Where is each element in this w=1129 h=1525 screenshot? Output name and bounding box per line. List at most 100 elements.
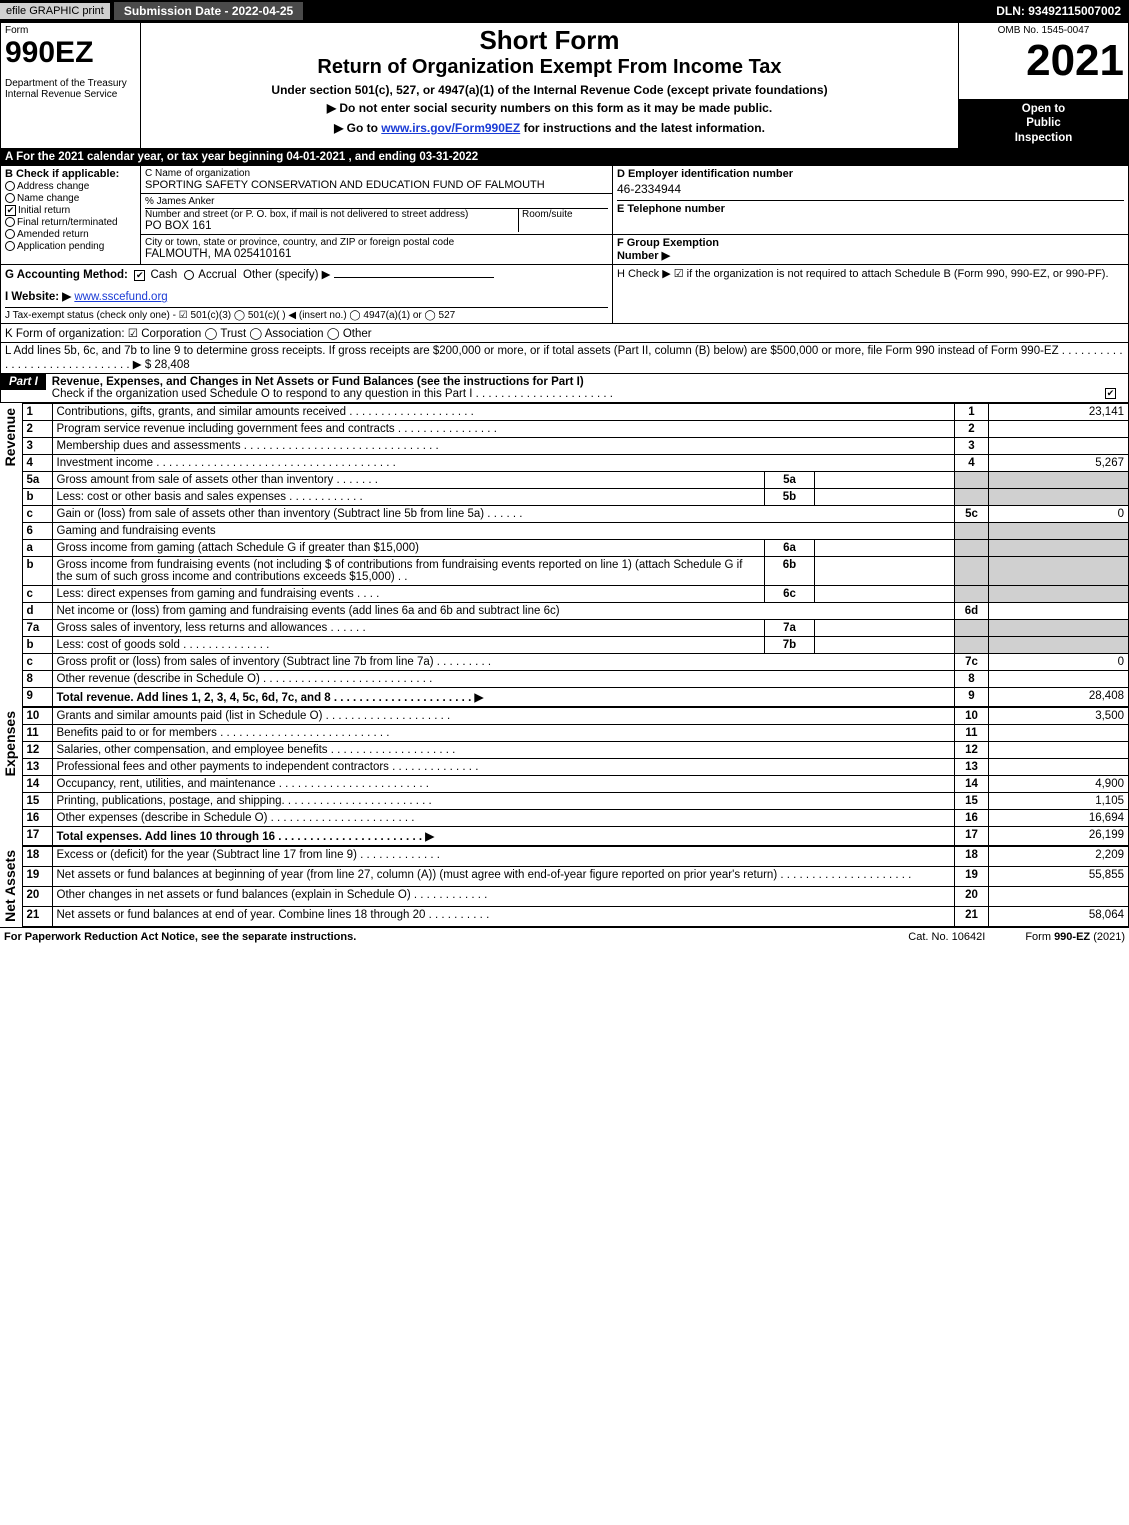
- line-18-ln: 18: [955, 846, 989, 866]
- line-21-amt: 58,064: [989, 906, 1129, 926]
- line-7c-desc: Gross profit or (loss) from sales of inv…: [52, 654, 955, 671]
- line-9-amt: 28,408: [989, 688, 1129, 708]
- line-6a-desc: Gross income from gaming (attach Schedul…: [52, 540, 765, 557]
- line-7c-num: c: [22, 654, 52, 671]
- line-5b-ln-shade: [955, 489, 989, 506]
- return-title: Return of Organization Exempt From Incom…: [145, 56, 954, 79]
- line-8-desc: Other revenue (describe in Schedule O) .…: [52, 671, 955, 688]
- part-i-label: Part I: [1, 374, 46, 390]
- line-6b-num: b: [22, 557, 52, 586]
- line-8-amt: [989, 671, 1129, 688]
- line-5a-sub: 5a: [765, 472, 815, 489]
- line-14-amt: 4,900: [989, 776, 1129, 793]
- top-bar: efile GRAPHIC print Submission Date - 20…: [0, 0, 1129, 22]
- city-label: City or town, state or province, country…: [145, 237, 608, 248]
- line-2-num: 2: [22, 421, 52, 438]
- b-opt-initial[interactable]: Initial return: [5, 204, 136, 216]
- line-5a-ln-shade: [955, 472, 989, 489]
- do-not-enter: ▶ Do not enter social security numbers o…: [145, 101, 954, 115]
- line-9-ln: 9: [955, 688, 989, 708]
- footer-right-bold: 990-EZ: [1054, 931, 1090, 943]
- line-4-num: 4: [22, 455, 52, 472]
- j-line: J Tax-exempt status (check only one) - ☑…: [5, 307, 608, 321]
- g-cash: Cash: [150, 269, 177, 281]
- line-5a-num: 5a: [22, 472, 52, 489]
- line-6d-num: d: [22, 603, 52, 620]
- footer: For Paperwork Reduction Act Notice, see …: [0, 927, 1129, 946]
- submission-date: Submission Date - 2022-04-25: [114, 2, 303, 20]
- line-20-ln: 20: [955, 887, 989, 907]
- line-6b-amt-shade: [989, 557, 1129, 586]
- line-6-ln-shade: [955, 523, 989, 540]
- line-19-amt: 55,855: [989, 867, 1129, 887]
- part-i-checkline: Check if the organization used Schedule …: [52, 388, 613, 400]
- part-i-title: Revenue, Expenses, and Changes in Net As…: [52, 376, 584, 388]
- b-opt-final[interactable]: Final return/terminated: [5, 216, 136, 228]
- dept-label: Department of the Treasury Internal Reve…: [5, 78, 136, 100]
- line-5b-desc: Less: cost or other basis and sales expe…: [52, 489, 765, 506]
- line-12-desc: Salaries, other compensation, and employ…: [52, 742, 955, 759]
- line-3-ln: 3: [955, 438, 989, 455]
- f-label: F Group Exemption Number ▶: [617, 237, 1124, 262]
- line-7b-ln-shade: [955, 637, 989, 654]
- line-1-amt: 23,141: [989, 404, 1129, 421]
- l-line: L Add lines 5b, 6c, and 7b to line 9 to …: [1, 343, 1129, 374]
- line-14-num: 14: [22, 776, 52, 793]
- line-15-amt: 1,105: [989, 793, 1129, 810]
- line-5c-ln: 5c: [955, 506, 989, 523]
- careof: % James Anker: [145, 196, 608, 209]
- line-13-desc: Professional fees and other payments to …: [52, 759, 955, 776]
- line-13-num: 13: [22, 759, 52, 776]
- i-label: I Website: ▶: [5, 291, 71, 303]
- line-7a-subamt: [815, 620, 955, 637]
- line-6b-subamt: [815, 557, 955, 586]
- line-9-desc: Total revenue. Add lines 1, 2, 3, 4, 5c,…: [52, 688, 955, 708]
- line-13-amt: [989, 759, 1129, 776]
- line-7b-amt-shade: [989, 637, 1129, 654]
- part-i-checkbox[interactable]: [1105, 388, 1116, 399]
- g-cash-check[interactable]: [134, 270, 145, 281]
- line-11-amt: [989, 725, 1129, 742]
- part-i-table: Revenue 1 Contributions, gifts, grants, …: [0, 403, 1129, 926]
- line-2-ln: 2: [955, 421, 989, 438]
- b-opt-name[interactable]: Name change: [5, 192, 136, 204]
- irs-link[interactable]: www.irs.gov/Form990EZ: [381, 121, 520, 135]
- footer-catno: Cat. No. 10642I: [908, 931, 985, 943]
- tax-year: 2021: [963, 36, 1124, 86]
- footer-left: For Paperwork Reduction Act Notice, see …: [4, 931, 868, 943]
- line-12-ln: 12: [955, 742, 989, 759]
- section-a-bar: A For the 2021 calendar year, or tax yea…: [1, 149, 1129, 166]
- city-value: FALMOUTH, MA 025410161: [145, 248, 608, 260]
- website-link[interactable]: www.sscefund.org: [74, 291, 167, 303]
- line-19-num: 19: [22, 867, 52, 887]
- line-7a-ln-shade: [955, 620, 989, 637]
- line-17-amt: 26,199: [989, 827, 1129, 847]
- g-accrual-radio[interactable]: [184, 270, 194, 280]
- line-6c-num: c: [22, 586, 52, 603]
- line-12-amt: [989, 742, 1129, 759]
- street-value: PO BOX 161: [145, 220, 518, 232]
- line-1-num: 1: [22, 404, 52, 421]
- line-6c-desc: Less: direct expenses from gaming and fu…: [52, 586, 765, 603]
- line-11-ln: 11: [955, 725, 989, 742]
- line-15-num: 15: [22, 793, 52, 810]
- line-7b-subamt: [815, 637, 955, 654]
- line-5a-subamt: [815, 472, 955, 489]
- line-7a-sub: 7a: [765, 620, 815, 637]
- line-15-ln: 15: [955, 793, 989, 810]
- line-6d-ln: 6d: [955, 603, 989, 620]
- line-6c-subamt: [815, 586, 955, 603]
- line-4-desc: Investment income . . . . . . . . . . . …: [52, 455, 955, 472]
- b-opt-pending[interactable]: Application pending: [5, 240, 136, 252]
- line-21-ln: 21: [955, 906, 989, 926]
- line-5c-num: c: [22, 506, 52, 523]
- line-6a-num: a: [22, 540, 52, 557]
- b-opt-amended[interactable]: Amended return: [5, 228, 136, 240]
- b-opt-address[interactable]: Address change: [5, 180, 136, 192]
- line-5c-amt: 0: [989, 506, 1129, 523]
- form-number: 990EZ: [5, 36, 136, 70]
- footer-right: Form 990-EZ (2021): [1025, 931, 1125, 943]
- line-11-num: 11: [22, 725, 52, 742]
- line-6c-sub: 6c: [765, 586, 815, 603]
- line-6a-ln-shade: [955, 540, 989, 557]
